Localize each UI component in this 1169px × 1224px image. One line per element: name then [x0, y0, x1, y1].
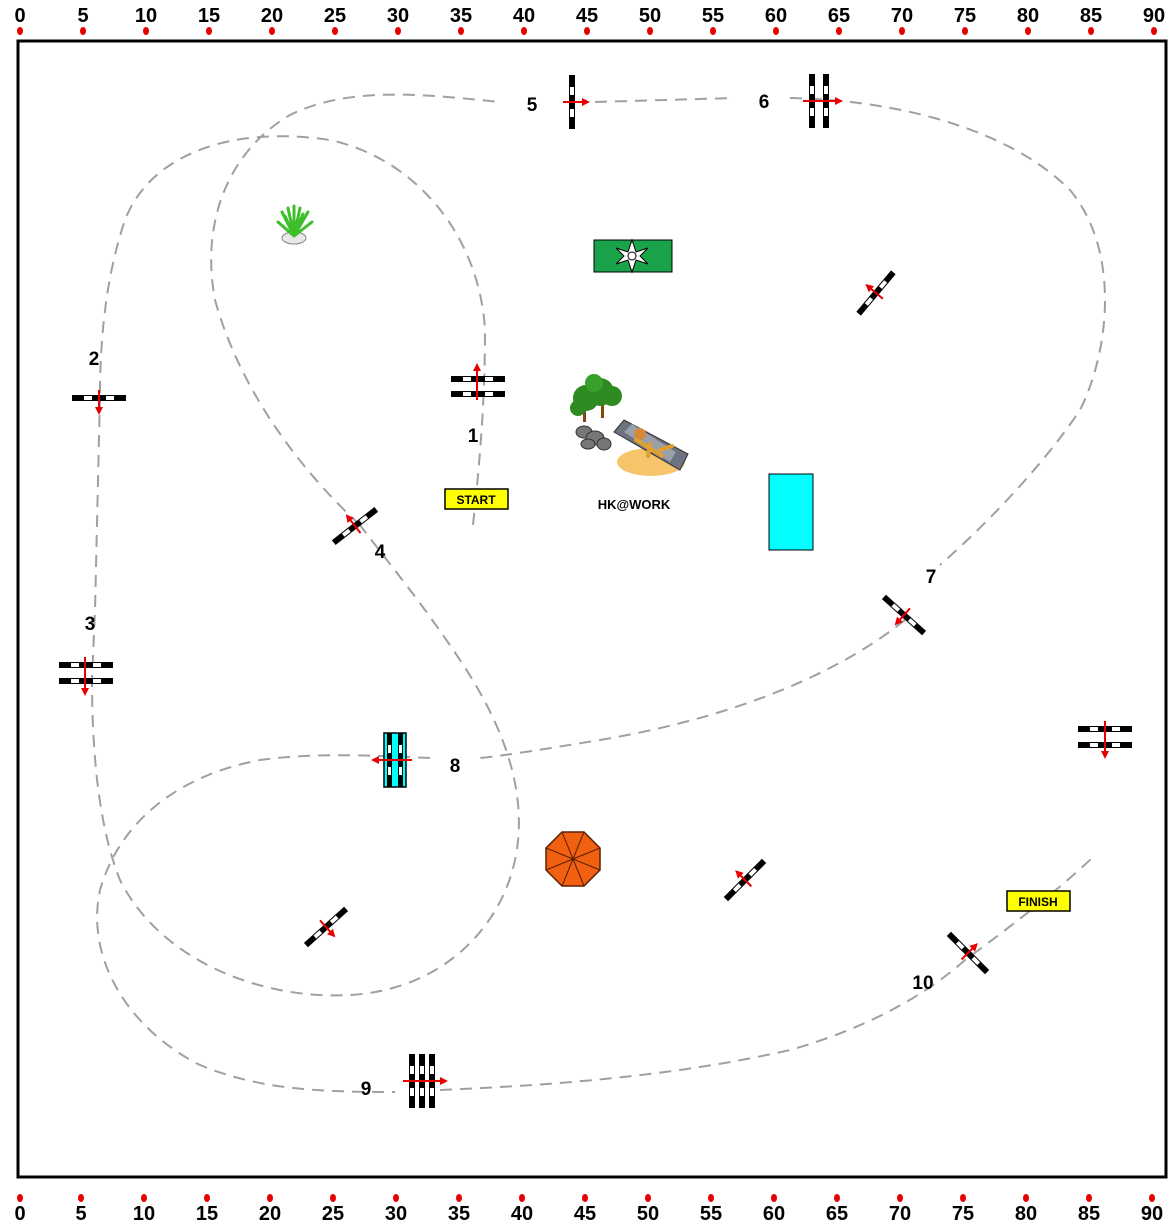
obstacle-number: 8	[450, 756, 461, 777]
water-tray	[768, 473, 814, 551]
trees-icon	[570, 374, 622, 451]
bottom-tick-label: 25	[322, 1203, 344, 1224]
brand-label: HK@WORK	[598, 497, 671, 512]
bottom-tick-label: 0	[14, 1203, 25, 1224]
jump-2	[72, 390, 126, 415]
obstacle-number: 4	[375, 542, 386, 563]
bottom-tick-label: 40	[511, 1203, 533, 1224]
bottom-tick-label: 75	[952, 1203, 974, 1224]
top-tick-label: 30	[387, 5, 409, 27]
bottom-tick-label: 80	[1015, 1203, 1037, 1224]
bottom-tick-label: 20	[259, 1203, 281, 1224]
obstacle-number: 7	[926, 567, 937, 588]
arena-border	[16, 39, 1168, 1179]
top-tick-label: 40	[513, 5, 535, 27]
bottom-tick-label: 35	[448, 1203, 470, 1224]
obstacle-number: 2	[89, 349, 100, 370]
obstacle-number: 10	[912, 973, 933, 994]
finish-label: FINISH	[1018, 895, 1057, 909]
sunbather-icon	[613, 419, 689, 476]
bottom-tick-markers	[17, 1194, 1155, 1202]
obstacle-number: 5	[527, 95, 538, 116]
top-tick-label: 75	[954, 5, 976, 27]
jump-3	[59, 657, 113, 696]
top-tick-label: 20	[261, 5, 283, 27]
top-tick-label: 10	[135, 5, 157, 27]
top-tick-label: 35	[450, 5, 472, 27]
top-tick-markers	[17, 27, 1157, 35]
bottom-tick-label: 65	[826, 1203, 848, 1224]
bottom-tick-label: 5	[75, 1203, 86, 1224]
jump-1	[451, 363, 505, 400]
bottom-scale: 0 5 10 15 20 25 30 35 40 45 50 55 60 65 …	[14, 1203, 1163, 1224]
obstacle-number: 6	[759, 92, 770, 113]
top-tick-label: 15	[198, 5, 220, 27]
top-tick-label: 90	[1143, 5, 1165, 27]
bottom-tick-label: 60	[763, 1203, 785, 1224]
jump-5	[563, 75, 590, 129]
umbrella-icon	[545, 831, 601, 887]
bottom-tick-label: 55	[700, 1203, 722, 1224]
top-tick-label: 85	[1080, 5, 1102, 27]
flower-box	[593, 238, 673, 274]
flower-icon	[615, 238, 649, 274]
top-tick-label: 45	[576, 5, 598, 27]
fence-top-right	[856, 270, 896, 316]
bottom-tick-label: 30	[385, 1203, 407, 1224]
obstacle-number: 9	[361, 1079, 372, 1100]
finish-sign: FINISH	[1006, 890, 1071, 912]
top-tick-label: 5	[77, 5, 88, 27]
jump-4	[331, 507, 379, 545]
top-tick-label: 65	[828, 5, 850, 27]
start-label: START	[456, 493, 496, 507]
jump-10	[946, 931, 990, 975]
top-tick-label: 80	[1017, 5, 1039, 27]
bottom-tick-label: 90	[1141, 1203, 1163, 1224]
top-tick-label: 55	[702, 5, 724, 27]
plant-icon	[276, 204, 314, 245]
top-tick-label: 70	[891, 5, 913, 27]
top-tick-label: 25	[324, 5, 346, 27]
fence-right-oxer	[1078, 721, 1132, 759]
rocks-icon	[575, 425, 612, 451]
start-sign: START	[444, 488, 509, 510]
bottom-tick-label: 85	[1078, 1203, 1100, 1224]
top-scale: 0 5 10 15 20 25 30 35 40 45 50 55 60 65 …	[14, 5, 1165, 27]
jump-9	[403, 1054, 448, 1108]
fence-lower-middle	[723, 858, 767, 902]
jump-8	[371, 732, 412, 788]
obstacle-number: 1	[468, 426, 479, 447]
jump-6	[803, 74, 843, 128]
fence-lower-left	[303, 906, 349, 948]
obstacle-number: 3	[85, 614, 96, 635]
bottom-tick-label: 45	[574, 1203, 596, 1224]
top-tick-label: 60	[765, 5, 787, 27]
bottom-tick-label: 50	[637, 1203, 659, 1224]
bottom-tick-label: 15	[196, 1203, 218, 1224]
bottom-tick-label: 70	[889, 1203, 911, 1224]
bottom-tick-label: 10	[133, 1203, 155, 1224]
jump-7	[881, 594, 927, 636]
top-tick-label: 50	[639, 5, 661, 27]
top-tick-label: 0	[14, 5, 25, 27]
